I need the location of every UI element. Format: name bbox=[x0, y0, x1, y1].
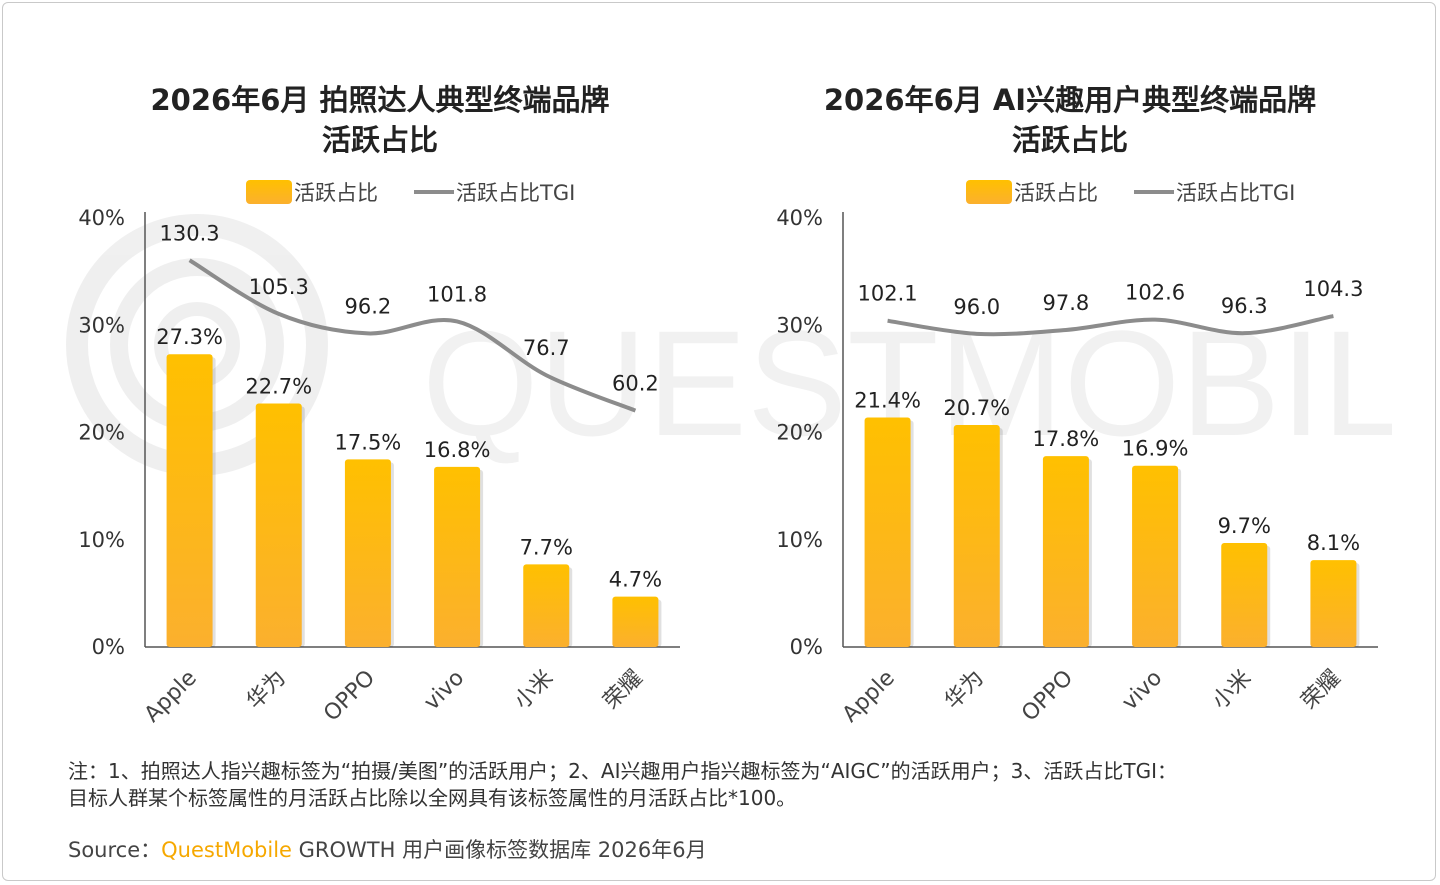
tgi-value-label: 102.1 bbox=[858, 282, 918, 306]
y-tick-label: 40% bbox=[776, 206, 823, 230]
left-chart-title-line2: 活跃占比 bbox=[321, 123, 438, 157]
tgi-value-label: 96.0 bbox=[953, 295, 1000, 319]
bar-value-label: 16.8% bbox=[424, 438, 491, 462]
tgi-value-label: 96.3 bbox=[1221, 294, 1268, 318]
bar-value-label: 8.1% bbox=[1307, 531, 1360, 555]
source-rest: GROWTH 用户画像标签数据库 2026年6月 bbox=[291, 838, 707, 862]
y-tick-label: 20% bbox=[78, 421, 125, 445]
bar bbox=[864, 417, 911, 647]
bar bbox=[523, 564, 570, 647]
tgi-value-label: 97.8 bbox=[1043, 291, 1090, 315]
tgi-value-label: 76.7 bbox=[523, 336, 570, 360]
tgi-value-label: 104.3 bbox=[1303, 277, 1363, 301]
y-tick-label: 0% bbox=[92, 635, 125, 659]
bar-value-label: 27.3% bbox=[156, 325, 223, 349]
tgi-value-label: 130.3 bbox=[160, 221, 220, 245]
category-label: 华为 bbox=[940, 666, 989, 715]
y-tick-label: 0% bbox=[790, 635, 823, 659]
category-label: 荣耀 bbox=[599, 666, 648, 715]
source-line: Source：QuestMobile GROWTH 用户画像标签数据库 2026… bbox=[68, 834, 707, 864]
left-chart-title-line1: 2026年6月 拍照达人典型终端品牌 bbox=[150, 83, 610, 117]
bar-value-label: 7.7% bbox=[520, 535, 573, 559]
footnote: 注：1、拍照达人指兴趣标签为“拍摄/美图”的活跃用户；2、AI兴趣用户指兴趣标签… bbox=[68, 758, 1388, 812]
bar bbox=[344, 459, 391, 647]
y-tick-label: 30% bbox=[78, 313, 125, 337]
left-legend: 活跃占比 活跃占比TGI bbox=[246, 178, 575, 206]
tgi-value-label: 96.2 bbox=[345, 294, 392, 318]
category-label: OPPO bbox=[319, 666, 380, 727]
legend-bar-swatch bbox=[966, 180, 1012, 204]
footnote-line1: 注：1、拍照达人指兴趣标签为“拍摄/美图”的活跃用户；2、AI兴趣用户指兴趣标签… bbox=[68, 759, 1177, 783]
tgi-value-label: 102.6 bbox=[1125, 281, 1185, 305]
bar bbox=[953, 424, 1000, 647]
category-label: Apple bbox=[838, 666, 900, 728]
bar-value-label: 21.4% bbox=[854, 388, 921, 412]
tgi-line bbox=[188, 258, 637, 413]
legend-line-swatch bbox=[414, 190, 454, 194]
bar bbox=[1042, 456, 1089, 647]
category-label: 华为 bbox=[242, 666, 291, 715]
bar bbox=[255, 403, 302, 647]
right-chart-title-line2: 活跃占比 bbox=[1011, 123, 1128, 157]
legend-bar-swatch bbox=[246, 180, 292, 204]
category-label: vivo bbox=[1117, 666, 1167, 716]
bar-value-label: 17.8% bbox=[1033, 427, 1100, 451]
y-tick-label: 10% bbox=[78, 528, 125, 552]
footnote-line2: 目标人群某个标签属性的月活跃占比除以全网具有该标签属性的月活跃占比*100。 bbox=[68, 786, 797, 810]
tgi-value-label: 60.2 bbox=[612, 372, 659, 396]
bar bbox=[434, 466, 481, 647]
right-chart-title-line1: 2026年6月 AI兴趣用户典型终端品牌 bbox=[823, 83, 1317, 117]
bar-value-label: 20.7% bbox=[943, 396, 1010, 420]
tgi-value-label: 105.3 bbox=[249, 275, 309, 299]
bar-value-label: 16.9% bbox=[1122, 437, 1189, 461]
legend-line-label: 活跃占比TGI bbox=[456, 181, 576, 205]
source-brand: QuestMobile bbox=[161, 838, 292, 862]
bar bbox=[166, 354, 213, 647]
tgi-value-label: 101.8 bbox=[427, 282, 487, 306]
category-label: 小米 bbox=[1208, 666, 1257, 715]
right-chart-title: 2026年6月 AI兴趣用户典型终端品牌 活跃占比 bbox=[740, 80, 1400, 160]
y-tick-label: 20% bbox=[776, 421, 823, 445]
left-chart: 0% 10% 20% 30% 40% 27.3% Apple 22.7% 华为 17.5% OPPO… bbox=[78, 206, 680, 728]
bar-value-label: 9.7% bbox=[1218, 514, 1271, 538]
bar-value-label: 22.7% bbox=[245, 375, 312, 399]
source-prefix: Source： bbox=[68, 838, 162, 862]
left-chart-title: 2026年6月 拍照达人典型终端品牌 活跃占比 bbox=[60, 80, 700, 160]
bar bbox=[1310, 560, 1357, 647]
bar bbox=[1132, 465, 1179, 647]
y-tick-label: 30% bbox=[776, 313, 823, 337]
category-label: Apple bbox=[140, 666, 202, 728]
legend-bar-label: 活跃占比 bbox=[294, 181, 378, 205]
bar-value-label: 4.7% bbox=[609, 568, 662, 592]
bar-value-label: 17.5% bbox=[335, 430, 402, 454]
legend-line-label: 活跃占比TGI bbox=[1176, 181, 1296, 205]
category-label: 小米 bbox=[510, 666, 559, 715]
right-chart: 0% 10% 20% 30% 40% 21.4% Apple 20.7% 华为 17.8% OPPO… bbox=[776, 206, 1378, 728]
category-label: 荣耀 bbox=[1297, 666, 1346, 715]
bar bbox=[612, 596, 659, 647]
y-tick-label: 40% bbox=[78, 206, 125, 230]
tgi-line bbox=[887, 314, 1334, 337]
bar bbox=[1221, 542, 1268, 647]
category-label: vivo bbox=[419, 666, 469, 716]
legend-line-swatch bbox=[1134, 190, 1174, 194]
category-label: OPPO bbox=[1017, 666, 1078, 727]
y-tick-label: 10% bbox=[776, 528, 823, 552]
right-legend: 活跃占比 活跃占比TGI bbox=[966, 178, 1295, 206]
legend-bar-label: 活跃占比 bbox=[1014, 181, 1098, 205]
